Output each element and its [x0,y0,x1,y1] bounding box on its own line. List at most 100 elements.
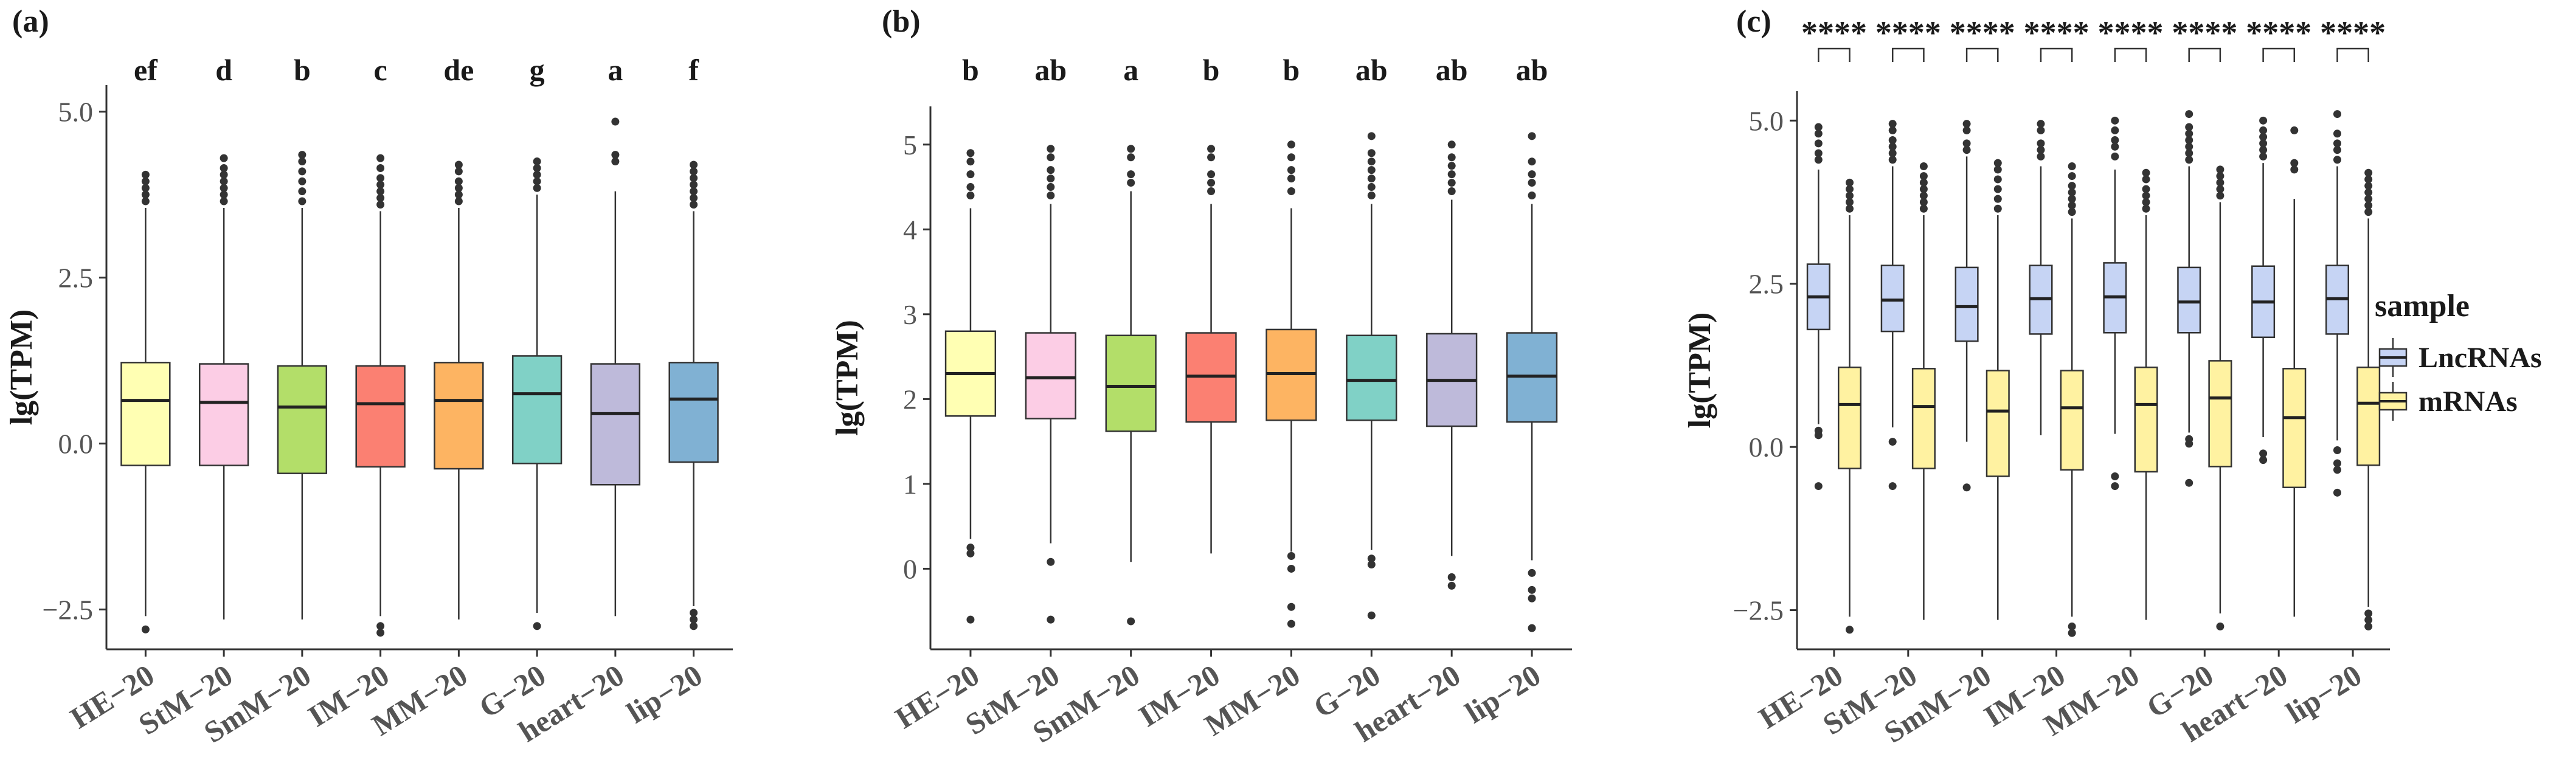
outlier-point [2068,195,2076,203]
outlier-point [1919,204,1928,213]
outlier-point [690,609,698,617]
boxplot [2325,110,2349,497]
outlier-point [2333,466,2341,474]
outlier-point [2333,139,2341,148]
legend-key [2378,338,2408,377]
outlier-point [454,190,463,199]
outlier-point [1962,483,1971,492]
boxplot [1025,145,1076,624]
significance-letter: ef [134,53,158,87]
outlier-point [2068,172,2076,181]
outlier-point [2364,195,2373,203]
significance-stars: **** [1950,15,2015,51]
outlier-point [2037,139,2045,148]
outlier-point [1367,554,1376,563]
outlier-point [376,181,385,189]
outlier-point [611,151,620,159]
outlier-point [2142,185,2150,193]
outlier-point [1047,145,1055,153]
panel-c-chart: −2.50.02.55.0lg(TPM)HE−20****StM−20****S… [1683,15,2542,750]
boxplot [2208,165,2232,630]
significance-letter: b [962,53,979,87]
y-tick-label: 1 [903,469,917,500]
boxplot [2134,168,2158,620]
outlier-point [1367,183,1376,192]
significance-letter: ab [1034,53,1067,87]
outlier-point [376,622,385,630]
outlier-point [1367,174,1376,183]
outlier-point [1447,179,1456,187]
outlier-point [690,167,698,176]
boxplot [2177,110,2201,487]
boxplot [1105,145,1157,626]
outlier-point [2037,120,2045,128]
outlier-point [1962,126,1971,134]
significance-bracket [2114,47,2147,62]
box-iqr [1105,334,1157,432]
outlier-point [1846,192,1854,200]
outlier-point [1888,156,1897,164]
outlier-point [2111,136,2119,145]
x-tick-label: lip−20 [2280,658,2367,730]
outlier-point [2333,459,2341,468]
outlier-point [1367,192,1376,200]
outlier-point [1919,192,1928,200]
outlier-point [1127,617,1135,626]
outlier-point [2364,175,2373,184]
outlier-point [2185,142,2193,151]
outlier-point [2290,159,2299,167]
outlier-point [1814,139,1823,148]
outlier-point [2068,622,2076,630]
outlier-point [376,174,385,182]
outlier-point [690,174,698,182]
outlier-point [298,151,306,159]
outlier-point [2333,446,2341,455]
outlier-point [141,197,150,205]
outlier-point [2037,126,2045,134]
outlier-point [141,625,150,634]
outlier-point [1528,192,1536,200]
outlier-point [2364,622,2373,630]
outlier-point [2216,178,2225,187]
outlier-point [1919,162,1928,170]
boxplot [1806,123,1830,491]
outlier-point [1207,179,1216,187]
legend-title: sample [2375,289,2470,323]
box-iqr [1025,332,1076,419]
outlier-point [1047,192,1055,200]
outlier-point [1367,611,1376,620]
outlier-point [2216,622,2225,630]
outlier-point [2068,188,2076,196]
outlier-point [1447,140,1456,149]
outlier-point [2111,142,2119,151]
outlier-point [1993,185,2002,193]
outlier-point [690,194,698,202]
outlier-point [1846,204,1854,213]
significance-letter: de [443,53,474,87]
significance-letter: f [688,53,699,87]
outlier-point [690,615,698,624]
boxplot [2103,116,2127,491]
outlier-point [1127,170,1135,179]
panel-c-label: (c) [1736,4,1771,39]
outlier-point [533,177,541,185]
box-iqr [2060,370,2084,471]
outlier-point [376,187,385,196]
boxplot [1955,120,1979,492]
box-iqr [1838,366,1862,469]
boxplot [1506,132,1558,632]
outlier-point [2068,208,2076,216]
outlier-point [2364,201,2373,210]
outlier-point [1047,153,1055,162]
outlier-point [220,190,228,199]
outlier-point [1846,626,1854,634]
panel-b-chart: 012345lg(TPM)HE−20bStM−20abSmM−20aIM−20b… [830,53,1572,750]
outlier-point [966,549,975,558]
boxplot [2282,126,2307,617]
significance-letter: ab [1436,53,1468,87]
outlier-point [1207,145,1216,153]
boxplot [1880,120,1905,491]
y-tick-label: 2 [903,384,917,415]
outlier-point [1287,187,1295,196]
